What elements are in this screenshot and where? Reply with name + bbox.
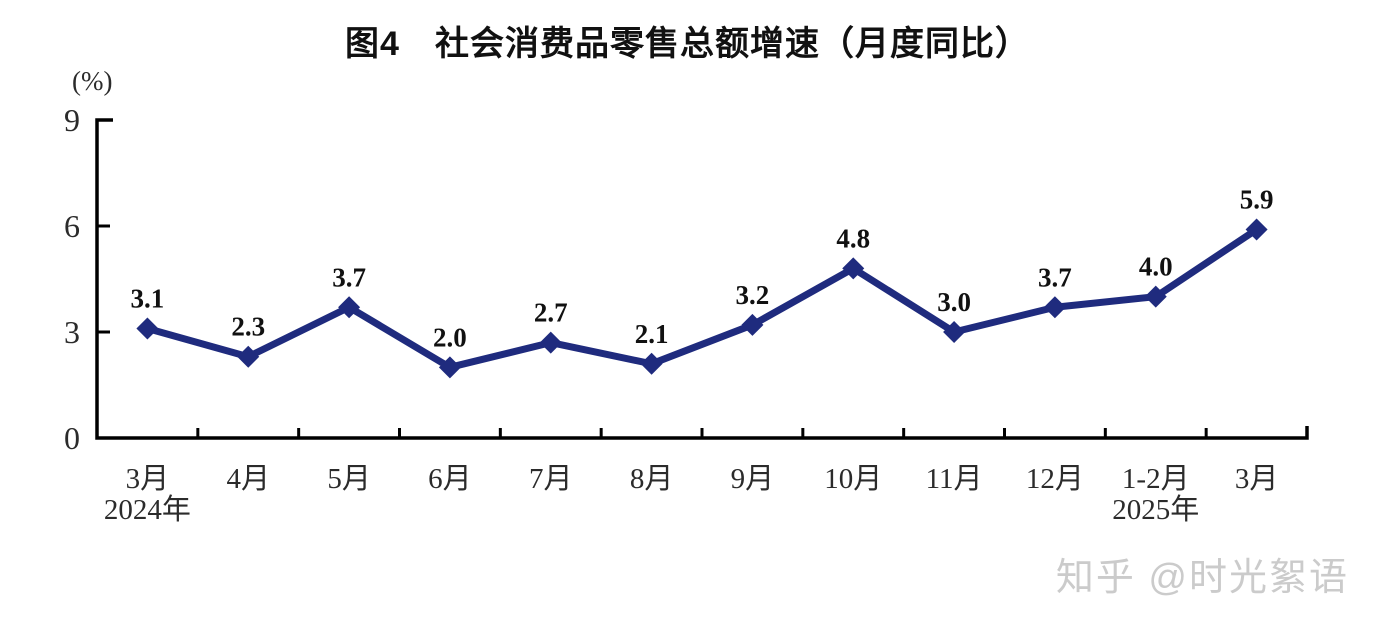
y-axis-unit-label: (%) <box>72 66 113 96</box>
x-tick-label: 12月 <box>1026 463 1084 495</box>
x-axis-year-label: 2024年 <box>104 493 191 526</box>
x-tick-label: 9月 <box>731 463 775 495</box>
x-tick-label: 10月 <box>824 463 882 495</box>
data-point-label: 2.7 <box>534 298 568 328</box>
data-point-label: 2.0 <box>433 322 467 352</box>
x-tick-label: 3月 <box>1235 463 1279 495</box>
data-point-label: 3.1 <box>131 283 165 313</box>
y-tick-label: 9 <box>64 102 80 138</box>
data-point-label: 3.7 <box>1038 262 1072 292</box>
x-tick-label: 6月 <box>428 463 472 495</box>
axis-frame <box>95 118 1309 440</box>
x-axis-year-label: 2025年 <box>1112 493 1199 526</box>
x-tick-label: 3月 <box>126 463 170 495</box>
data-point-marker <box>338 296 361 319</box>
data-point-marker <box>237 345 260 368</box>
data-point-label: 5.9 <box>1240 185 1274 215</box>
data-point-marker <box>741 313 764 336</box>
data-point-marker <box>1245 218 1268 241</box>
x-tick-label: 4月 <box>226 463 270 495</box>
x-tick-label: 8月 <box>630 463 674 495</box>
data-point-marker <box>438 356 461 379</box>
x-tick-label: 7月 <box>529 463 573 495</box>
data-point-marker <box>1043 296 1066 319</box>
series-line <box>143 226 1261 371</box>
data-point-marker <box>943 321 966 343</box>
watermark: 知乎 @时光絮语 <box>1055 557 1349 599</box>
data-point-marker <box>640 352 663 375</box>
data-point-label: 2.1 <box>635 319 669 349</box>
x-tick-label: 11月 <box>926 463 983 495</box>
data-point-marker <box>842 257 865 280</box>
data-point-label: 3.0 <box>937 287 971 317</box>
data-point-marker <box>539 331 562 354</box>
data-point-label: 4.0 <box>1139 252 1173 282</box>
data-point-label: 3.2 <box>736 280 770 310</box>
x-tick-label: 1-2月 <box>1122 463 1190 495</box>
data-point-label: 4.8 <box>836 223 870 253</box>
data-point-label: 2.3 <box>231 312 265 342</box>
y-tick-label: 3 <box>64 314 80 350</box>
chart-title: 图4 社会消费品零售总额增速（月度同比） <box>345 25 1030 63</box>
y-tick-label: 0 <box>64 420 80 456</box>
data-point-label: 3.7 <box>332 262 366 292</box>
x-tick-label: 5月 <box>327 463 371 495</box>
data-point-marker <box>136 317 159 340</box>
data-point-marker <box>1144 285 1167 308</box>
y-tick-label: 6 <box>64 208 80 244</box>
